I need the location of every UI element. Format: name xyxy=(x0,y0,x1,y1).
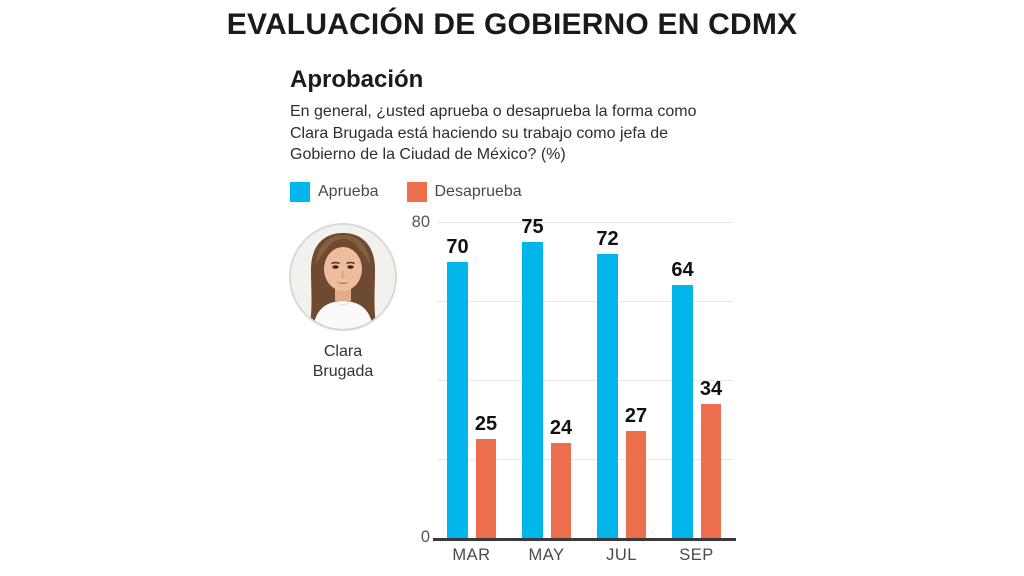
legend-item-aprueba: Aprueba xyxy=(290,182,379,202)
bar-aprueba-mar xyxy=(447,261,468,538)
x-axis-label-sep: SEP xyxy=(679,546,714,564)
legend-swatch-aprueba-icon xyxy=(290,182,310,202)
bar-desaprueba-mar xyxy=(476,439,496,538)
bar-desaprueba-sep xyxy=(701,403,721,538)
bar-chart-plot-area: 70 25 MAR 75 24 MAY 72 27 JUL 64 34 SEP xyxy=(433,216,736,564)
bar-desaprueba-may xyxy=(551,443,571,538)
question-line-1: En general, ¿usted aprueba o desaprueba … xyxy=(290,103,697,120)
question-line-3: Gobierno de la Ciudad de México? (%) xyxy=(290,146,566,163)
gridline-20 xyxy=(437,458,733,460)
value-label-aprueba-jul: 72 xyxy=(596,227,619,250)
person-name-line-2: Brugada xyxy=(312,362,374,380)
y-axis-tick-0: 0 xyxy=(420,528,430,546)
value-label-desaprueba-mar: 25 xyxy=(474,413,498,436)
x-axis-label-mar: MAR xyxy=(452,546,491,564)
x-axis-label-jul: JUL xyxy=(606,546,637,564)
value-label-aprueba-mar: 70 xyxy=(446,235,469,258)
value-label-desaprueba-may: 24 xyxy=(549,417,573,440)
legend-label-desaprueba: Desaprueba xyxy=(434,183,522,200)
x-axis-label-may: MAY xyxy=(528,546,565,564)
bar-desaprueba-jul xyxy=(626,431,646,538)
gridline-80 xyxy=(437,221,733,223)
bar-aprueba-sep xyxy=(672,285,693,538)
gridline-40 xyxy=(437,379,733,381)
y-axis-tick-80: 80 xyxy=(411,213,430,231)
avatar xyxy=(289,223,397,331)
value-label-aprueba-may: 75 xyxy=(521,215,544,238)
person-name: Clara Brugada xyxy=(289,342,397,381)
legend-swatch-desaprueba-icon xyxy=(406,182,427,202)
legend-label-aprueba: Aprueba xyxy=(318,183,379,200)
section-heading: Aprobación xyxy=(290,66,424,93)
value-label-aprueba-sep: 64 xyxy=(671,259,694,282)
page-title: EVALUACIÓN DE GOBIERNO EN CDMX xyxy=(226,8,798,41)
bar-aprueba-may xyxy=(522,241,543,538)
value-label-desaprueba-sep: 34 xyxy=(699,377,723,400)
woman-portrait-icon xyxy=(291,225,395,329)
bar-aprueba-jul xyxy=(597,253,618,538)
chart-legend: Aprueba Desaprueba xyxy=(290,182,522,202)
question-line-2: Clara Brugada está haciendo su trabajo c… xyxy=(290,124,669,142)
legend-item-desaprueba: Desaprueba xyxy=(406,182,522,202)
gridline-60 xyxy=(437,300,733,302)
value-label-desaprueba-jul: 27 xyxy=(624,405,648,428)
x-axis-line xyxy=(433,538,736,541)
question-text: En general, ¿usted aprueba o desaprueba … xyxy=(290,101,696,166)
person-name-line-1: Clara xyxy=(323,343,363,360)
